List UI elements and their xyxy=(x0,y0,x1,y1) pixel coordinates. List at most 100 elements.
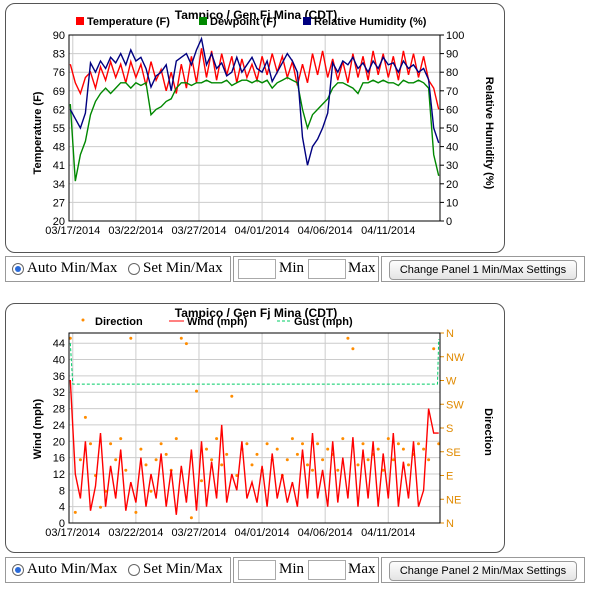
direction-point xyxy=(326,447,330,451)
y-tick-label: 27 xyxy=(53,197,65,209)
y2-tick-label: 40 xyxy=(446,142,458,154)
y2-tick-label: S xyxy=(446,423,453,435)
direction-point xyxy=(361,442,365,446)
direction-point xyxy=(306,463,309,467)
direction-point xyxy=(230,394,234,398)
direction-point xyxy=(89,442,92,446)
legend-label-humidity: Relative Humidity (%) xyxy=(314,16,427,28)
auto-minmax-radio[interactable] xyxy=(12,263,24,275)
direction-point xyxy=(401,447,405,451)
y-tick-label: 55 xyxy=(53,123,65,135)
y2-tick-label: 20 xyxy=(446,179,458,191)
y-tick-label: 16 xyxy=(53,453,65,465)
change-panel-2-settings-button[interactable]: Change Panel 2 Min/Max Settings xyxy=(389,561,577,581)
max-input[interactable] xyxy=(308,560,346,580)
legend-label-direction: Direction xyxy=(95,316,143,328)
x-tick-label: 04/11/2014 xyxy=(361,527,415,539)
set-minmax-radio[interactable] xyxy=(128,263,140,275)
direction-point xyxy=(311,468,314,472)
legend-swatch-temperature xyxy=(76,17,84,25)
direction-point xyxy=(396,442,400,446)
min-input[interactable] xyxy=(238,560,276,580)
y2-tick-label: SW xyxy=(446,399,464,411)
minmax-inputs-group: Min Max xyxy=(233,557,379,583)
y2-tick-label: 0 xyxy=(446,216,452,228)
x-tick-label: 03/22/2014 xyxy=(108,527,163,539)
direction-point xyxy=(68,336,72,340)
y-tick-label: 32 xyxy=(53,387,65,399)
y2-tick-label: 100 xyxy=(446,30,464,42)
min-input[interactable] xyxy=(238,259,276,279)
min-label: Min xyxy=(279,561,305,577)
y-tick-label: 12 xyxy=(53,469,65,481)
direction-point xyxy=(83,415,87,419)
max-input[interactable] xyxy=(308,259,346,279)
direction-point xyxy=(195,389,198,393)
direction-point xyxy=(376,447,380,451)
x-tick-label: 03/17/2014 xyxy=(45,527,100,539)
change-panel-1-settings-button[interactable]: Change Panel 1 Min/Max Settings xyxy=(389,260,577,280)
direction-point xyxy=(179,336,183,340)
auto-minmax-label: Auto Min/Max xyxy=(27,260,118,276)
set-minmax-radio[interactable] xyxy=(128,564,140,576)
chart-panel-2: Tampico / Gen Fj Mina (CDT) Direction Wi… xyxy=(5,303,505,553)
y2-axis-label: Relative Humidity (%) xyxy=(483,77,495,190)
auto-minmax-label: Auto Min/Max xyxy=(27,561,118,577)
direction-point xyxy=(432,347,436,351)
direction-point xyxy=(109,442,113,446)
settings-button-group: Change Panel 2 Min/Max Settings xyxy=(381,557,585,583)
x-tick-label: 03/22/2014 xyxy=(108,225,163,237)
direction-point xyxy=(200,479,203,483)
direction-point xyxy=(245,442,249,446)
direction-point xyxy=(215,437,219,441)
legend-swatch-humidity xyxy=(303,17,311,25)
max-label: Max xyxy=(348,561,376,577)
chart-title: Tampico / Gen Fj Mina (CDT) xyxy=(175,306,337,320)
y-axis-label: Temperature (F) xyxy=(32,91,44,174)
panel-2-controls: Auto Min/Max Set Min/Max Min Max Change … xyxy=(5,557,585,583)
auto-minmax-radio[interactable] xyxy=(12,564,24,576)
direction-point xyxy=(316,442,320,446)
direction-point xyxy=(366,458,370,462)
y2-tick-label: N xyxy=(446,328,454,340)
direction-point xyxy=(391,458,395,462)
plot-frame xyxy=(68,332,441,524)
y-tick-label: 20 xyxy=(53,216,65,228)
direction-point xyxy=(341,437,345,441)
series-line-1 xyxy=(69,379,439,515)
minmax-mode-group: Auto Min/Max Set Min/Max xyxy=(5,256,231,282)
direction-point xyxy=(78,458,82,462)
direction-point xyxy=(73,510,77,514)
y2-axis-label: Direction xyxy=(482,408,494,456)
direction-point xyxy=(184,342,188,346)
legend-label-wind: Wind (mph) xyxy=(187,316,248,328)
direction-point xyxy=(134,510,138,514)
plot-frame xyxy=(68,34,441,222)
max-label: Max xyxy=(348,260,376,276)
legend-label-temperature: Temperature (F) xyxy=(87,16,170,28)
legend-marker-direction xyxy=(81,318,85,322)
direction-point xyxy=(174,437,178,441)
direction-point xyxy=(386,437,390,441)
direction-point xyxy=(129,336,133,340)
temperature-chart: Tampico / Gen Fj Mina (CDT) Temperature … xyxy=(32,8,495,237)
series xyxy=(69,36,440,182)
direction-point xyxy=(124,468,128,472)
y-tick-label: 76 xyxy=(53,67,65,79)
direction-point xyxy=(356,463,360,467)
direction-point xyxy=(336,468,340,472)
minmax-mode-group: Auto Min/Max Set Min/Max xyxy=(5,557,231,583)
min-label: Min xyxy=(279,260,305,276)
y-tick-label: 44 xyxy=(53,338,65,350)
direction-point xyxy=(210,458,214,462)
y-tick-label: 0 xyxy=(59,518,65,530)
legend: Direction Wind (mph) Gust (mph) xyxy=(81,316,353,328)
y-tick-label: 40 xyxy=(53,355,65,367)
series-line-2 xyxy=(69,36,440,166)
y2-tick-label: SE xyxy=(446,447,461,459)
y2-tick-label: 50 xyxy=(446,123,458,135)
y2-tick-label: 80 xyxy=(446,67,458,79)
direction-point xyxy=(220,463,224,467)
y2-tick-label: 10 xyxy=(446,197,458,209)
direction-point xyxy=(159,442,163,446)
